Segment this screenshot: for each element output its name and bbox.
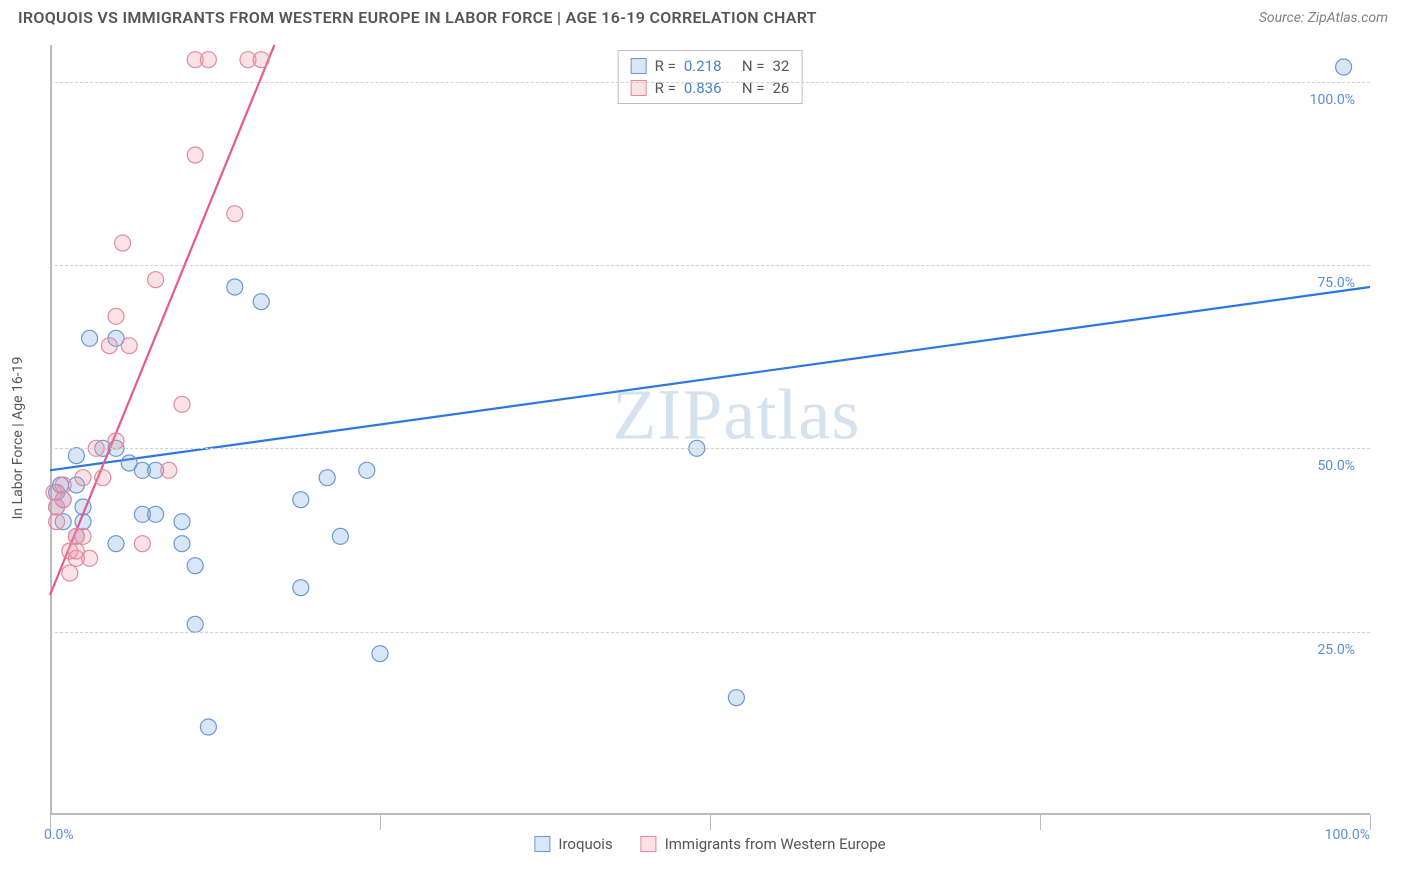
data-point: [55, 492, 71, 508]
data-point: [174, 396, 190, 412]
data-point: [115, 235, 131, 251]
data-point: [728, 690, 744, 706]
data-point: [49, 514, 65, 530]
data-point: [187, 147, 203, 163]
data-point: [161, 462, 177, 478]
data-point: [227, 279, 243, 295]
n-value: 32: [772, 57, 789, 75]
x-tick-label: 100.0%: [1325, 827, 1370, 843]
gridline-h: [50, 448, 1370, 449]
n-label: N =: [742, 57, 765, 75]
data-point: [174, 514, 190, 530]
data-point: [75, 528, 91, 544]
data-point: [148, 272, 164, 288]
data-point: [55, 477, 71, 493]
data-point: [62, 565, 78, 581]
data-point: [372, 646, 388, 662]
data-point: [187, 616, 203, 632]
plot-svg: [50, 45, 1370, 815]
legend-swatch: [631, 58, 647, 74]
data-point: [95, 470, 111, 486]
legend-label: Iroquois: [558, 835, 612, 853]
data-point: [293, 492, 309, 508]
r-label: R =: [655, 57, 676, 75]
x-tick: [710, 815, 711, 830]
source-attribution: Source: ZipAtlas.com: [1259, 10, 1388, 26]
data-point: [253, 52, 269, 68]
correlation-legend: R = 0.218 N = 32 R = 0.836 N = 26: [618, 50, 803, 104]
data-point: [1336, 59, 1352, 75]
data-point: [82, 330, 98, 346]
x-tick-label: 0.0%: [44, 827, 74, 843]
data-point: [200, 52, 216, 68]
r-value: 0.218: [684, 57, 734, 75]
gridline-h: [50, 265, 1370, 266]
y-tick-label: 100.0%: [1310, 92, 1355, 108]
y-tick-label: 75.0%: [1317, 275, 1355, 291]
legend-item: Immigrants from Western Europe: [641, 835, 886, 853]
chart-title: IROQUOIS VS IMMIGRANTS FROM WESTERN EURO…: [18, 8, 817, 27]
data-point: [319, 470, 335, 486]
legend-stat-row: R = 0.836 N = 26: [627, 77, 794, 99]
data-point: [101, 338, 117, 354]
data-point: [148, 506, 164, 522]
data-point: [75, 470, 91, 486]
chart-area: In Labor Force | Age 16-19 ZIPatlas R = …: [50, 45, 1370, 815]
series-legend: Iroquois Immigrants from Western Europe: [534, 835, 885, 853]
legend-label: Immigrants from Western Europe: [665, 835, 886, 853]
chart-header: IROQUOIS VS IMMIGRANTS FROM WESTERN EURO…: [0, 0, 1406, 37]
x-tick: [380, 815, 381, 830]
x-tick: [1040, 815, 1041, 830]
data-point: [253, 294, 269, 310]
data-point: [121, 338, 137, 354]
data-point: [359, 462, 375, 478]
data-point: [174, 536, 190, 552]
gridline-h: [50, 632, 1370, 633]
gridline-h: [50, 82, 1370, 83]
data-point: [108, 433, 124, 449]
legend-item: Iroquois: [534, 835, 612, 853]
y-tick-label: 50.0%: [1317, 458, 1355, 474]
data-point: [187, 558, 203, 574]
data-point: [200, 719, 216, 735]
x-tick: [1370, 815, 1371, 830]
data-point: [82, 550, 98, 566]
data-point: [332, 528, 348, 544]
data-point: [68, 448, 84, 464]
data-point: [108, 308, 124, 324]
y-axis-label: In Labor Force | Age 16-19: [10, 357, 26, 520]
trend-line: [50, 287, 1370, 470]
legend-swatch: [534, 836, 550, 852]
data-point: [108, 536, 124, 552]
legend-swatch: [641, 836, 657, 852]
y-tick-label: 25.0%: [1317, 642, 1355, 658]
data-point: [293, 580, 309, 596]
data-point: [227, 206, 243, 222]
data-point: [134, 536, 150, 552]
legend-stat-row: R = 0.218 N = 32: [627, 55, 794, 77]
